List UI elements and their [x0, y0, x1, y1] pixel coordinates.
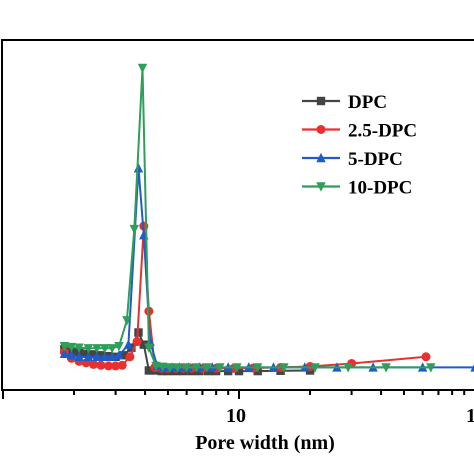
data-point [92, 351, 102, 361]
data-point [117, 360, 127, 370]
data-point [119, 351, 129, 360]
data-point [173, 363, 183, 373]
data-point [74, 343, 84, 353]
data-point [100, 351, 110, 361]
data-point [426, 363, 436, 373]
data-point [144, 343, 154, 353]
x-tick-label-10: 10 [226, 405, 246, 427]
legend-label: 5-DPC [348, 149, 403, 170]
data-point [114, 350, 124, 360]
data-point [181, 363, 192, 373]
data-point [232, 363, 242, 373]
data-point [122, 316, 132, 326]
legend-label: 2.5-DPC [348, 121, 417, 142]
x-axis-title: Pore width (nm) [195, 432, 335, 454]
plot-frame [1, 39, 474, 391]
series-layer [59, 63, 474, 376]
data-point [83, 344, 94, 354]
legend-label: 10-DPC [348, 178, 412, 199]
legend-swatch-marker [316, 152, 326, 163]
data-point [100, 344, 110, 354]
data-point [252, 363, 263, 373]
data-point [107, 344, 117, 354]
x-axis-ticks [2, 390, 466, 399]
series-line [64, 168, 474, 369]
data-point [83, 351, 94, 361]
legend-swatch-marker [316, 182, 326, 192]
x-tick-label-1: 1 [0, 405, 1, 427]
series-10-dpc [59, 63, 436, 373]
data-point [59, 341, 70, 352]
data-point [381, 363, 391, 373]
data-point [279, 363, 289, 373]
data-point [215, 363, 225, 373]
data-point [96, 360, 106, 370]
legend-item: 10-DPC [302, 178, 412, 199]
data-point [74, 351, 84, 361]
data-point [66, 342, 77, 353]
data-point [132, 337, 142, 347]
data-point [133, 163, 144, 173]
data-point [89, 359, 99, 369]
data-point [114, 341, 124, 352]
data-point [125, 352, 135, 362]
data-point [129, 224, 139, 235]
data-point [111, 361, 121, 371]
data-point [202, 363, 212, 373]
data-point [310, 363, 320, 373]
data-point [343, 363, 353, 373]
data-point [157, 362, 168, 373]
data-point [123, 339, 134, 349]
legend-swatch-marker [316, 125, 326, 134]
legend-item: 5-DPC [302, 149, 403, 170]
x-tick-label-100: 10 [466, 405, 474, 427]
series-2-5-dpc [59, 221, 431, 373]
legend-label: DPC [348, 92, 387, 113]
data-point [107, 351, 117, 361]
data-point [89, 350, 98, 359]
data-point [139, 340, 148, 349]
data-point [59, 348, 70, 358]
data-point [151, 361, 161, 372]
data-point [96, 351, 106, 360]
data-point [104, 361, 114, 371]
legend-item: DPC [302, 92, 387, 113]
legend: DPC 2.5-DPC 5-DPC 10-DPC [302, 92, 417, 199]
data-point [81, 349, 91, 358]
data-point [66, 350, 77, 360]
data-point [145, 336, 155, 346]
data-point [421, 352, 431, 362]
legend-swatch-marker [316, 96, 326, 106]
data-point [137, 63, 148, 74]
data-point [234, 366, 244, 376]
data-point [470, 364, 474, 372]
data-point [144, 366, 154, 375]
data-point [92, 344, 102, 354]
data-point [191, 363, 202, 373]
legend-item: 2.5-DPC [302, 121, 417, 142]
data-point [165, 363, 175, 373]
